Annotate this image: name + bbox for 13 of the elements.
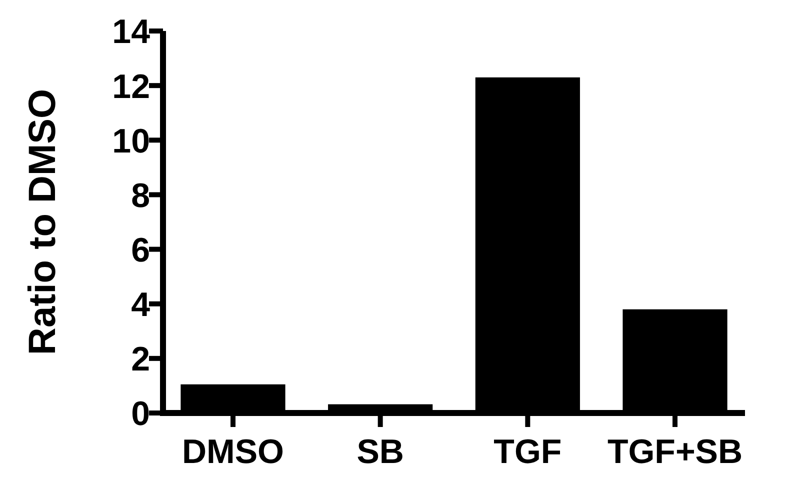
x-tick-label: SB	[356, 433, 404, 471]
y-tick-label: 12	[112, 68, 150, 106]
y-tick-label: 10	[112, 122, 150, 160]
y-tick-label: 8	[131, 176, 150, 215]
y-tick-label: 14	[112, 13, 150, 52]
x-tick-label: TGF+SB	[607, 433, 743, 471]
x-tick-label: DMSO	[182, 433, 284, 471]
y-tick-label: 0	[131, 395, 150, 434]
y-tick-label: 6	[131, 232, 150, 270]
y-axis-title: Ratio to DMSO	[22, 89, 64, 355]
y-tick-label: 2	[131, 340, 150, 379]
y-tick-label: 4	[131, 286, 150, 324]
x-tick-label: TGF	[494, 433, 562, 471]
